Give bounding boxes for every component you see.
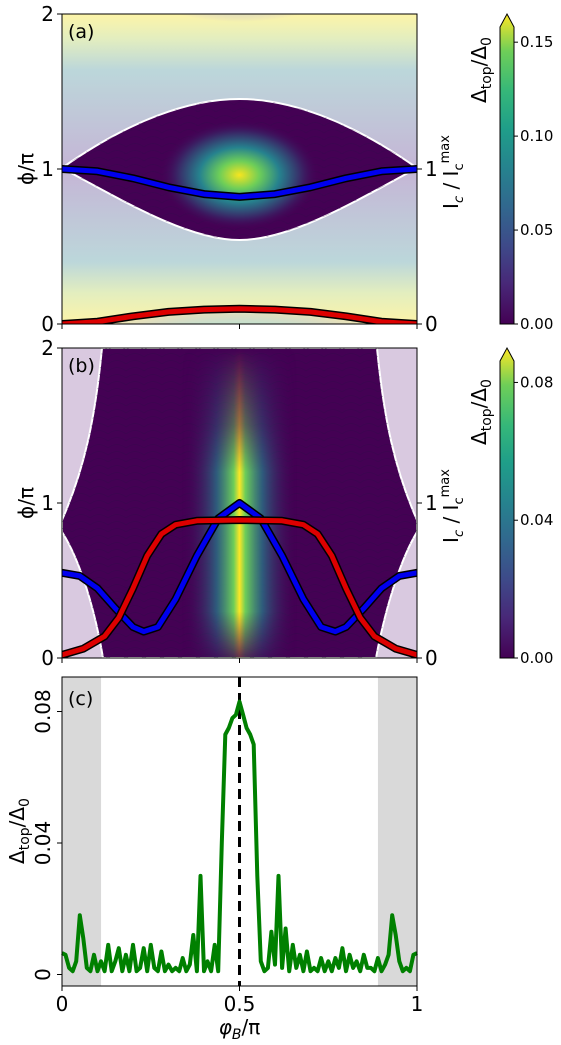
panel-c-xtick-label: 0.5 [224, 992, 256, 1016]
panel-b-heatmap [62, 348, 417, 658]
panel-c-ytick-label: 0.08 [31, 689, 55, 734]
panel-a-colorbar-bar [499, 12, 515, 325]
panel-b-ylabel-right: Ic / Icmax [438, 469, 467, 543]
panel-c-xtick-label: 1 [411, 992, 424, 1016]
panel-c-ylabel: Δtop/Δ0 [5, 798, 33, 864]
panel-a-ylabel-right: Ic / Icmax [438, 135, 467, 209]
panel-a-series-1-line [62, 166, 417, 200]
panel-b-axis-ticks: 0 1 2 0 1 [41, 336, 437, 670]
panel-a-heatmap [62, 14, 417, 324]
panel-a-axis-ticks: 0 1 2 0 1 [41, 2, 437, 336]
panel-a-colorbar-tick-label: 0.15 [520, 33, 553, 51]
panel-b-ytick-label-left: 2 [41, 336, 54, 360]
panel-c-curve [61, 699, 418, 974]
panel-b-curves [62, 499, 417, 658]
panel-a-colorbar: 0.00 0.05 0.10 0.15 Δtop/Δ0 [467, 12, 553, 333]
panel-c-label: (c) [68, 688, 93, 710]
panel-a-colorbar-tick-label: 0.10 [520, 127, 553, 145]
panel-b-colorbar-bar [499, 346, 515, 659]
panel-a-curves [62, 165, 417, 324]
panel-a-ylabel-left: ϕ/π [14, 153, 38, 185]
panel-b-ylabel-left: ϕ/π [14, 487, 38, 519]
panel-b-ytick-label-left: 0 [41, 646, 54, 670]
panel-b-colorbar-ticks: 0.00 0.04 0.08 [514, 373, 553, 667]
panel-b-colorbar-tick-label: 0.00 [520, 649, 553, 667]
panel-a-colorbar-tick-label: 0.00 [520, 315, 553, 333]
panel-a-colorbar-ticks: 0.00 0.05 0.10 0.15 [514, 33, 553, 333]
panel-a-series-2-line [62, 306, 417, 324]
panel-a-ytick-label-right: 0 [425, 312, 438, 336]
panel-b-colorbar-label: Δtop/Δ0 [467, 379, 495, 445]
panel-b-ytick-label-right: 0 [425, 646, 438, 670]
panel-a-label: (a) [68, 21, 94, 43]
panel-b-series-2-line [62, 517, 417, 658]
panel-c-axis-ticks: 0 0.5 1 0 0.04 0.08 [31, 689, 423, 1016]
panel-a-bottom-bright-region [62, 234, 417, 324]
panel-a-ytick-label-left: 1 [41, 157, 54, 181]
panel-c-xtick-label: 0 [56, 992, 69, 1016]
panel-a-center-peak [159, 120, 320, 230]
panel-a-top-bright-region [99, 14, 380, 94]
panel-a-ytick-label-left: 2 [41, 2, 54, 26]
panel-b-colorbar: 0.00 0.04 0.08 Δtop/Δ0 [467, 346, 553, 667]
panel-c: 0 0.5 1 0 0.04 0.08 (c) Δtop/Δ0 φB/π [5, 676, 423, 1043]
panel-b-colorbar-tick-label: 0.04 [520, 511, 553, 529]
panel-c-ytick-label: 0.04 [31, 821, 55, 866]
panel-c-series-line [61, 699, 418, 974]
panel-a-colorbar-tick-label: 0.05 [520, 221, 553, 239]
panel-c-xlabel: φB/π [219, 1015, 261, 1043]
panel-c-ytick-label: 0 [31, 968, 55, 981]
panel-b-ytick-label-right: 1 [425, 491, 438, 515]
panel-a-ytick-label-right: 1 [425, 157, 438, 181]
panel-b: 0 1 2 0 1 (b) ϕ/π Ic / Icmax 0.00 0.04 0.08 Δt… [14, 336, 553, 670]
panel-b-colorbar-tick-label: 0.08 [520, 373, 553, 391]
panel-a: 0 1 2 0 1 (a) ϕ/π Ic / Icmax 0.00 0.05 0.10 0.1… [14, 2, 553, 336]
panel-b-label: (b) [68, 355, 95, 377]
panel-a-ytick-label-left: 0 [41, 312, 54, 336]
panel-a-colorbar-label: Δtop/Δ0 [467, 37, 495, 103]
panel-b-ytick-label-left: 1 [41, 491, 54, 515]
